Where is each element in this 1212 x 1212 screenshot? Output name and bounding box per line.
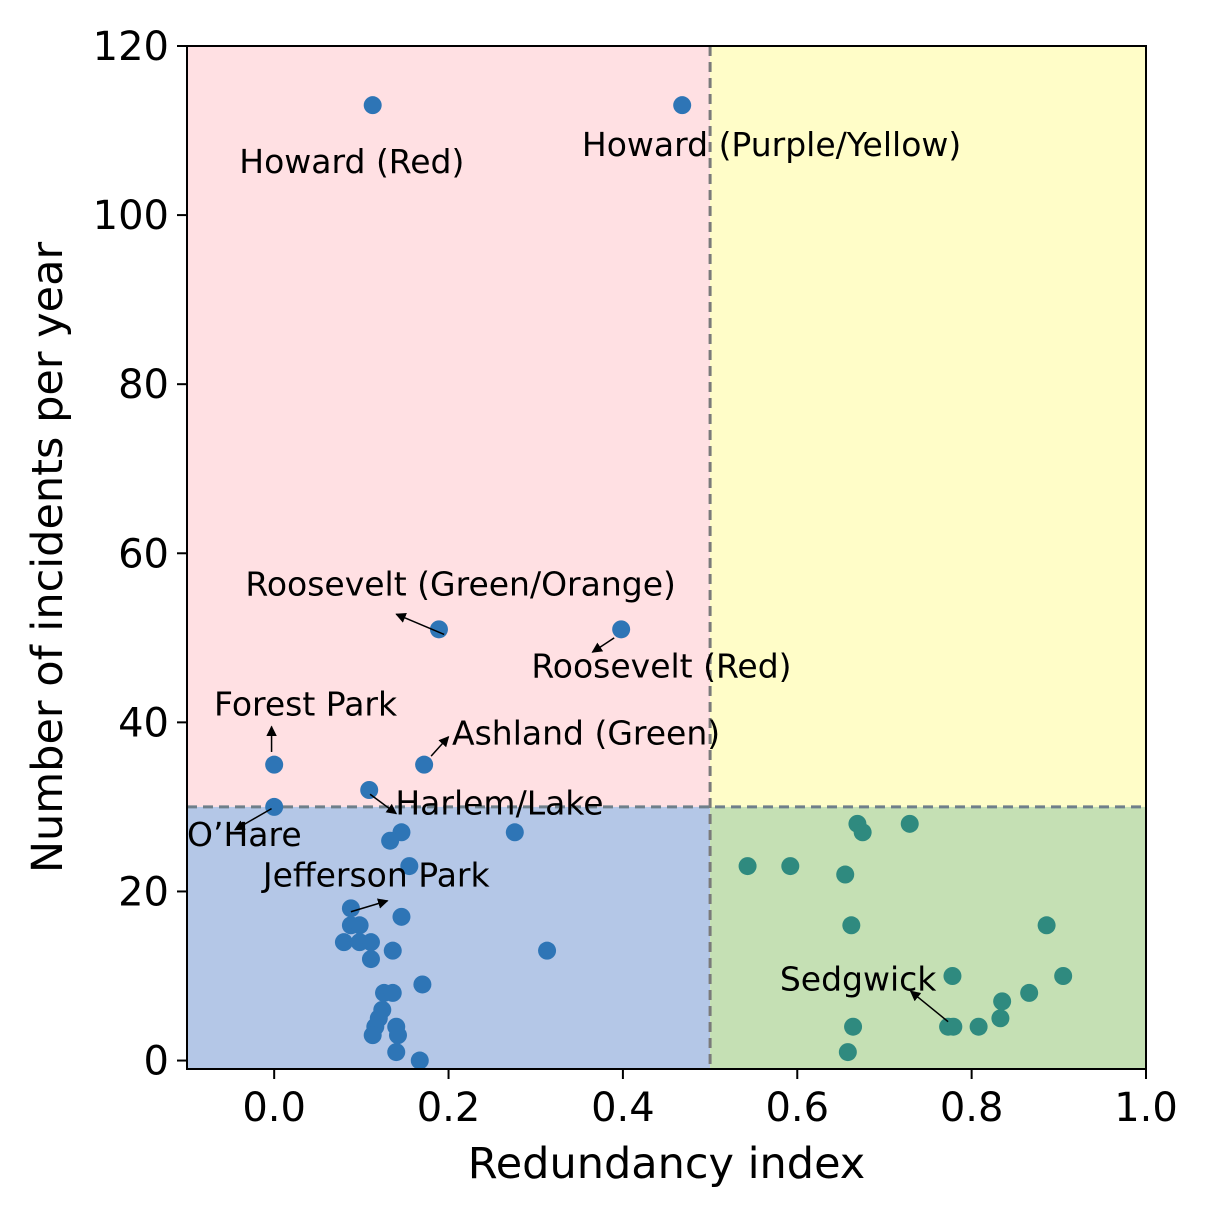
y-tick-label: 60 (118, 531, 169, 577)
data-point-series-1 (360, 781, 379, 799)
y-tick-label: 40 (118, 700, 169, 746)
data-point-series-1 (363, 1026, 382, 1045)
annotation-label: Roosevelt (Green/Orange) (245, 565, 675, 604)
x-tick-label: 0.6 (765, 1085, 829, 1131)
annotation-label: Roosevelt (Red) (531, 647, 791, 686)
data-point-series-2 (1020, 983, 1039, 1002)
annotation-label: O’Hare (187, 815, 302, 854)
data-point-series-1 (387, 1043, 406, 1062)
data-point-series-2 (900, 814, 919, 833)
data-point-series-1 (383, 983, 402, 1002)
data-point-series-1 (415, 755, 434, 774)
data-points (265, 96, 1073, 1070)
annotation-arrow (234, 807, 272, 831)
annotation-arrow (591, 637, 615, 653)
data-point-series-1 (673, 96, 692, 115)
quadrant-backgrounds (187, 46, 1146, 1069)
data-point-series-2 (993, 992, 1012, 1011)
x-axis-label: Redundancy index (468, 1139, 866, 1189)
x-tick-label: 0.0 (242, 1085, 306, 1131)
data-point-series-1 (381, 831, 400, 850)
x-tick-label: 1.0 (1114, 1085, 1178, 1131)
data-point-series-2 (836, 865, 855, 884)
data-point-series-2 (781, 857, 800, 876)
annotation-arrow (369, 793, 398, 815)
y-tick-label: 0 (144, 1039, 169, 1085)
data-point-series-2 (853, 823, 872, 842)
annotations: Howard (Red) Howard (Purple/Yellow) Roosev… (187, 125, 961, 1023)
annotation-label: Sedgwick (780, 959, 937, 998)
quadrant-top-right (710, 46, 1146, 807)
annotation-label: Howard (Purple/Yellow) (582, 125, 961, 164)
data-point-series-1 (361, 950, 380, 969)
data-point-series-1 (341, 899, 360, 918)
data-point-series-2 (944, 1017, 963, 1036)
x-tick-label: 0.4 (591, 1085, 655, 1131)
x-axis-ticks: 0.0 0.2 0.4 0.6 0.8 1.0 (242, 1069, 1178, 1131)
annotation-label: Ashland (Green) (452, 713, 720, 752)
threshold-lines (187, 46, 1146, 1069)
data-point-series-1 (383, 941, 402, 960)
annotation-label: Howard (Red) (239, 142, 464, 181)
y-tick-label: 80 (118, 362, 169, 408)
x-tick-label: 0.8 (940, 1085, 1004, 1131)
quadrant-bottom-left (187, 806, 711, 1069)
annotation-label: Forest Park (214, 685, 398, 724)
data-point-series-1 (400, 857, 419, 876)
annotation-arrow (350, 898, 389, 913)
data-point-series-2 (1037, 916, 1056, 935)
annotation-arrow (909, 990, 949, 1023)
data-point-series-2 (969, 1017, 988, 1036)
y-tick-label: 100 (93, 193, 169, 239)
plot-frame (186, 45, 1147, 1070)
data-point-series-1 (350, 916, 369, 935)
data-point-series-1 (388, 1026, 407, 1045)
data-point-series-1 (265, 797, 284, 816)
data-point-series-1 (410, 1051, 429, 1070)
data-point-series-1 (612, 620, 631, 639)
data-point-series-1 (361, 933, 380, 952)
data-point-series-2 (838, 1043, 857, 1062)
data-point-series-2 (842, 916, 861, 935)
y-tick-label: 20 (118, 869, 169, 915)
annotation-arrow (395, 612, 445, 636)
data-point-series-1 (413, 975, 432, 994)
data-point-series-2 (738, 857, 757, 876)
data-point-series-1 (334, 933, 353, 952)
data-point-series-1 (505, 823, 524, 842)
y-axis-label: Number of incidents per year (23, 242, 73, 874)
data-point-series-2 (1054, 967, 1073, 985)
data-point-series-1 (538, 941, 557, 960)
quadrant-top-left (187, 46, 711, 807)
annotation-label: Jefferson Park (261, 855, 491, 894)
data-point-series-2 (943, 967, 962, 985)
y-axis-ticks: 0 20 40 60 80 100 120 (93, 24, 187, 1085)
x-tick-label: 0.2 (417, 1085, 481, 1131)
y-tick-label: 120 (93, 24, 169, 70)
data-point-series-1 (392, 907, 411, 926)
quadrant-bottom-right (710, 806, 1146, 1069)
annotation-label: Harlem/Lake (395, 784, 603, 823)
data-point-series-2 (991, 1009, 1010, 1028)
data-point-series-1 (363, 96, 382, 115)
data-point-series-1 (265, 755, 284, 774)
annotation-arrow (430, 735, 450, 757)
data-point-series-2 (844, 1017, 863, 1036)
